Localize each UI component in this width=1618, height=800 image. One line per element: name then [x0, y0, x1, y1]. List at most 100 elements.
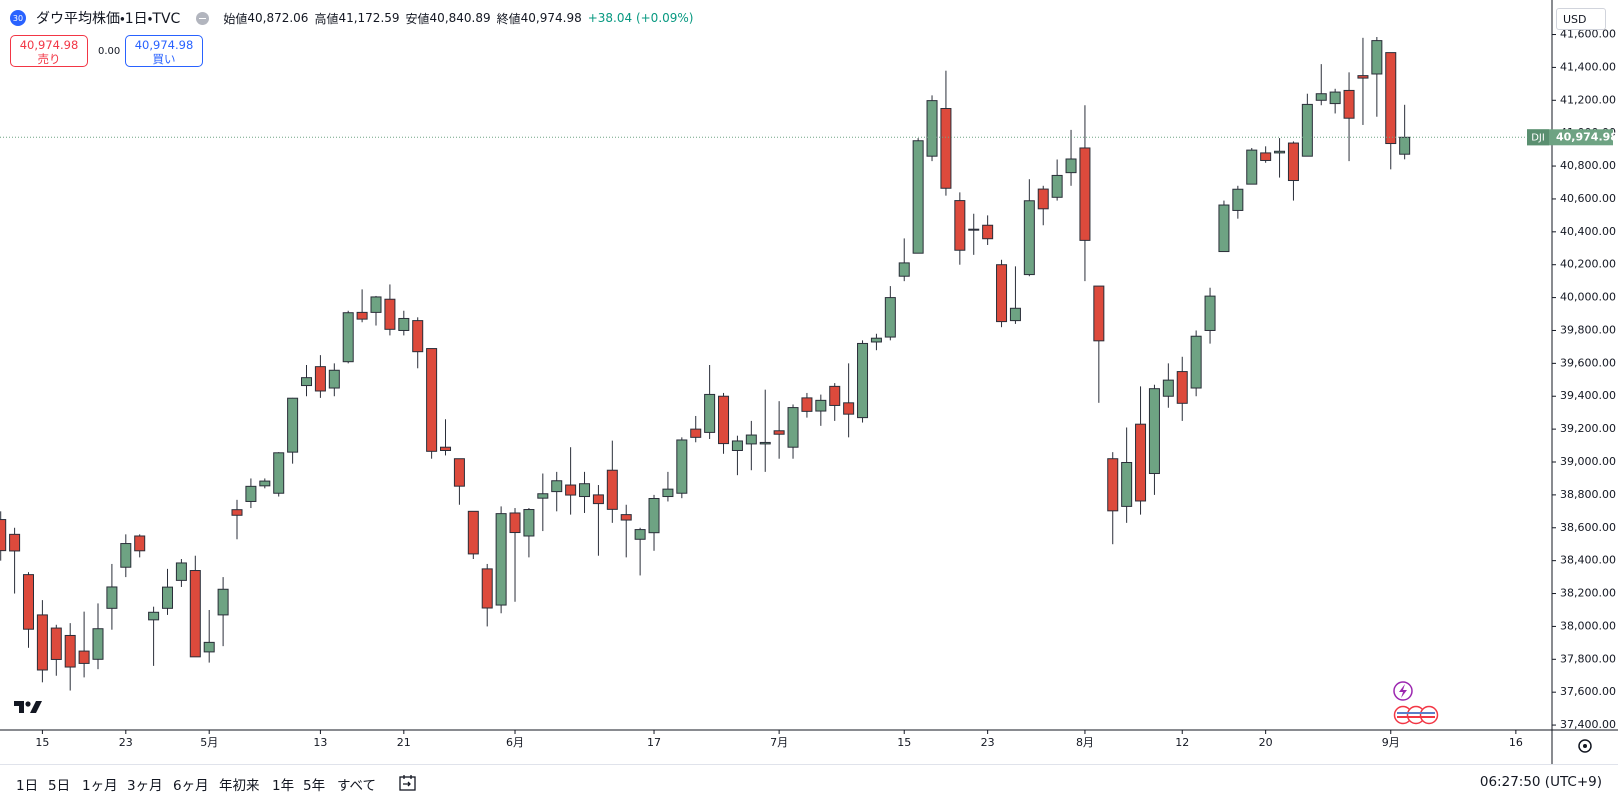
- x-tick-label: 12: [1175, 736, 1189, 749]
- range-button[interactable]: 1年: [272, 778, 295, 794]
- candle-body: [1093, 285, 1105, 342]
- candle-body: [634, 529, 646, 540]
- candle-body: [1051, 174, 1063, 198]
- candle-body: [996, 264, 1008, 323]
- event-icons[interactable]: [1393, 681, 1439, 725]
- candle-body: [1190, 335, 1202, 389]
- y-tick-label: 40,400.00: [1560, 225, 1616, 238]
- candle-body: [64, 634, 76, 668]
- y-tick-label: 40,000.00: [1560, 291, 1616, 304]
- candle-body: [606, 469, 618, 510]
- y-tick-label: 39,200.00: [1560, 422, 1616, 435]
- symbol-tag-label: DJI: [1531, 132, 1545, 143]
- y-tick-label: 38,800.00: [1560, 488, 1616, 501]
- candle-body: [148, 611, 160, 621]
- candle-body: [954, 200, 966, 251]
- candle-body: [787, 407, 799, 448]
- candle-body: [1371, 40, 1383, 75]
- candle-body: [718, 395, 730, 445]
- candle-body: [314, 366, 326, 392]
- currency-selector[interactable]: USD: [1556, 8, 1606, 30]
- sell-price: 40,974.98: [19, 38, 79, 52]
- candle-body: [759, 441, 771, 445]
- candle-body: [1121, 461, 1133, 507]
- y-tick-label: 41,600.00: [1560, 28, 1616, 41]
- sell-button[interactable]: 40,974.98 売り: [10, 35, 88, 67]
- clock: 06:27:50 (UTC+9): [1479, 774, 1602, 790]
- candle-body: [1065, 158, 1077, 174]
- candle-body: [453, 458, 465, 487]
- candle-body: [829, 385, 841, 406]
- y-tick-label: 39,600.00: [1560, 356, 1616, 369]
- candle-body: [467, 510, 479, 555]
- candle-body: [509, 512, 521, 534]
- ohlc-label: 高値: [314, 11, 339, 26]
- candle-body: [398, 317, 410, 331]
- spread: 0.00: [98, 46, 121, 57]
- x-tick-label: 15: [35, 736, 49, 749]
- range-button[interactable]: 5年: [303, 778, 326, 794]
- y-tick-label: 41,400.00: [1560, 60, 1616, 73]
- candle-body: [481, 568, 493, 609]
- candle-body: [1135, 423, 1147, 502]
- candle-body: [690, 428, 702, 438]
- y-tick-label: 39,000.00: [1560, 455, 1616, 468]
- collapse-button[interactable]: [196, 11, 210, 25]
- ohlc-value: 40,974.98: [520, 11, 582, 25]
- range-button[interactable]: 1日: [16, 778, 39, 794]
- candle-body: [565, 484, 577, 496]
- buy-button[interactable]: 40,974.98 買い: [125, 35, 203, 67]
- range-button[interactable]: 1ヶ月: [82, 778, 118, 794]
- candle-body: [773, 430, 785, 435]
- buy-label: 買い: [152, 52, 176, 66]
- y-tick-label: 38,200.00: [1560, 587, 1616, 600]
- x-tick-label: 6月: [506, 736, 524, 749]
- axes: 37,400.00 37,600.00 37,800.00 38,000.00 38,2…: [0, 0, 1618, 764]
- y-tick-label: 39,800.00: [1560, 323, 1616, 336]
- candle-body: [36, 614, 48, 671]
- range-button[interactable]: 6ヶ月: [173, 778, 209, 794]
- candle-body: [579, 483, 591, 498]
- symbol-title: ダウ平均株価・1日・TVC: [36, 11, 181, 27]
- plot-area: [0, 36, 1552, 691]
- candle-body: [342, 312, 354, 363]
- buy-price: 40,974.98: [134, 38, 194, 52]
- candle-body: [857, 342, 869, 419]
- candle-body: [676, 439, 688, 494]
- candle-body: [356, 311, 368, 320]
- bottom-toolbar: 06:27:50 (UTC+9) 1日 5日 1ヶ月 3ヶ月 6ヶ月 年初来 1年 5年 すべて: [0, 764, 1618, 800]
- y-tick-label: 40,800.00: [1560, 159, 1616, 172]
- symbol-badge: 30: [10, 10, 26, 26]
- candle-body: [1385, 52, 1397, 145]
- candle-body: [843, 402, 855, 415]
- logo: [14, 701, 42, 713]
- candle-body: [884, 297, 896, 338]
- candle-body: [926, 100, 938, 157]
- candle-body: [0, 519, 7, 552]
- y-tick-label: 41,200.00: [1560, 93, 1616, 106]
- candle-body: [1274, 150, 1286, 154]
- range-button[interactable]: すべて: [337, 778, 377, 794]
- chart-background: [0, 0, 1618, 764]
- range-button[interactable]: 3ヶ月: [127, 778, 163, 794]
- settings-button[interactable]: [1578, 739, 1592, 753]
- y-tick-label: 38,400.00: [1560, 554, 1616, 567]
- x-tick-label: 21: [397, 736, 411, 749]
- candle-body: [106, 586, 118, 609]
- candle-body: [231, 509, 243, 516]
- date-range-button[interactable]: [398, 773, 418, 793]
- candle-body: [175, 562, 187, 581]
- candle-body: [1176, 371, 1188, 404]
- candle-body: [648, 498, 660, 534]
- candle-body: [259, 480, 271, 487]
- candle-body: [287, 397, 299, 453]
- legend-header: ダウ平均株価・1日・TVC 始値 40,872.06 高値 41,172.59 安値…: [36, 8, 693, 28]
- candle-body: [384, 298, 396, 330]
- y-tick-label: 38,600.00: [1560, 521, 1616, 534]
- x-tick-label: 20: [1259, 736, 1273, 749]
- candle-body: [801, 397, 813, 412]
- range-button[interactable]: 5日: [48, 778, 71, 794]
- candle-body: [245, 485, 257, 502]
- range-button[interactable]: 年初来: [219, 778, 260, 794]
